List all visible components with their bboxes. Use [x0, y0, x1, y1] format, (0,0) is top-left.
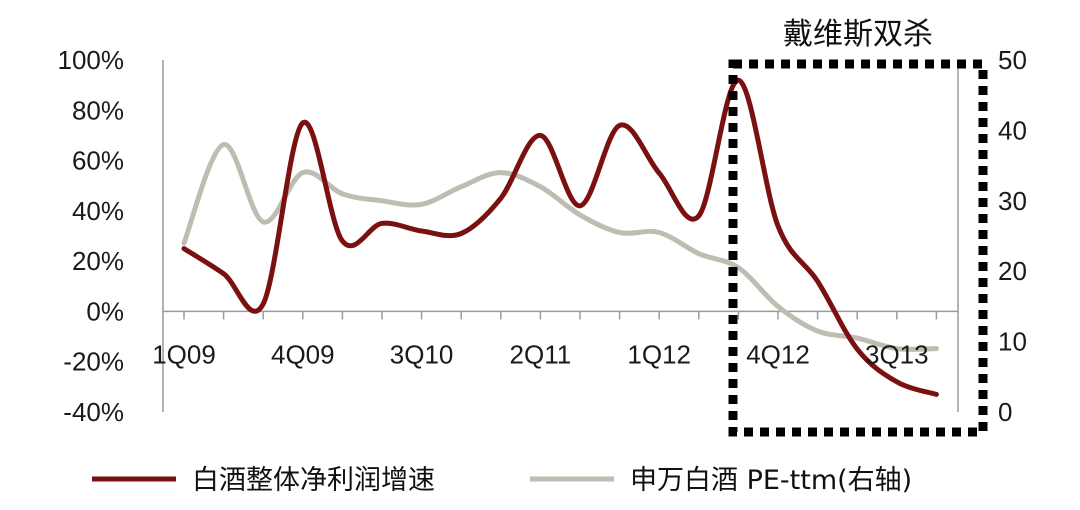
- left-y-tick-label: 60%: [72, 146, 124, 176]
- right-y-tick-label: 20: [998, 256, 1027, 286]
- legend: 白酒整体净利润增速 申万白酒 PE-ttm(右轴): [92, 465, 912, 496]
- x-tick-label: 3Q10: [390, 339, 454, 369]
- x-tick-label: 1Q12: [627, 339, 691, 369]
- right-y-tick-label: 0: [998, 397, 1012, 427]
- left-y-tick-label: 0%: [86, 296, 124, 326]
- x-tick-label: 3Q13: [865, 339, 929, 369]
- x-tick-label: 4Q09: [271, 339, 335, 369]
- left-y-tick-label: -40%: [63, 397, 124, 427]
- x-tick-label: 1Q09: [152, 339, 216, 369]
- davis-double-kill-box: [728, 59, 988, 437]
- x-tick-label: 4Q12: [746, 339, 810, 369]
- tick-labels: 100% 80% 60% 40% 20% 0% -20% -40% 50 40 30 20 10 0 1Q0…: [58, 45, 1027, 427]
- left-y-tick-label: 80%: [72, 95, 124, 125]
- left-y-tick-label: 40%: [72, 196, 124, 226]
- legend-label: 申万白酒 PE-ttm(右轴): [630, 465, 912, 496]
- legend-item-profit-growth: 白酒整体净利润增速: [92, 465, 435, 496]
- legend-item-pe-ttm: 申万白酒 PE-ttm(右轴): [530, 465, 912, 496]
- left-y-tick-label: -20%: [63, 347, 124, 377]
- x-tick-label: 2Q11: [510, 339, 572, 369]
- legend-label: 白酒整体净利润增速: [192, 465, 435, 496]
- axes: [162, 60, 959, 412]
- left-y-tick-label: 20%: [72, 246, 124, 276]
- left-y-tick-label: 100%: [58, 45, 125, 75]
- right-y-tick-label: 30: [998, 186, 1027, 216]
- series-lines: [181, 77, 939, 397]
- right-y-tick-label: 50: [998, 45, 1027, 75]
- right-y-tick-label: 10: [998, 327, 1027, 357]
- series-line-pe-ttm: [181, 142, 939, 352]
- series-line-liquor-profit-growth: [181, 77, 939, 397]
- right-y-tick-label: 40: [998, 115, 1027, 145]
- annotation-label: 戴维斯双杀: [783, 17, 933, 52]
